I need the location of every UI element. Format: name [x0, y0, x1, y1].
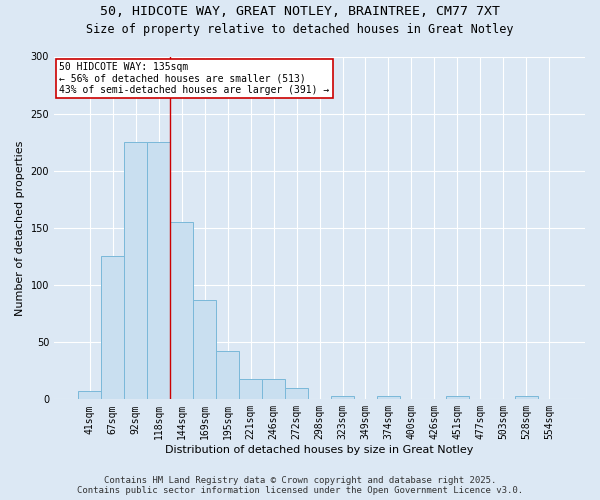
Bar [377, 396, 400, 400]
Bar [124, 142, 147, 400]
Bar [101, 256, 124, 400]
Text: 50, HIDCOTE WAY, GREAT NOTLEY, BRAINTREE, CM77 7XT: 50, HIDCOTE WAY, GREAT NOTLEY, BRAINTREE… [100, 5, 500, 18]
Bar [262, 379, 285, 400]
Bar [170, 222, 193, 400]
Y-axis label: Number of detached properties: Number of detached properties [15, 140, 25, 316]
Bar [193, 300, 216, 400]
Bar [239, 379, 262, 400]
Text: 50 HIDCOTE WAY: 135sqm
← 56% of detached houses are smaller (513)
43% of semi-de: 50 HIDCOTE WAY: 135sqm ← 56% of detached… [59, 62, 329, 95]
Bar [216, 352, 239, 400]
Text: Size of property relative to detached houses in Great Notley: Size of property relative to detached ho… [86, 22, 514, 36]
X-axis label: Distribution of detached houses by size in Great Notley: Distribution of detached houses by size … [166, 445, 474, 455]
Bar [331, 396, 354, 400]
Bar [515, 396, 538, 400]
Bar [285, 388, 308, 400]
Bar [446, 396, 469, 400]
Bar [78, 392, 101, 400]
Text: Contains HM Land Registry data © Crown copyright and database right 2025.
Contai: Contains HM Land Registry data © Crown c… [77, 476, 523, 495]
Bar [147, 142, 170, 400]
